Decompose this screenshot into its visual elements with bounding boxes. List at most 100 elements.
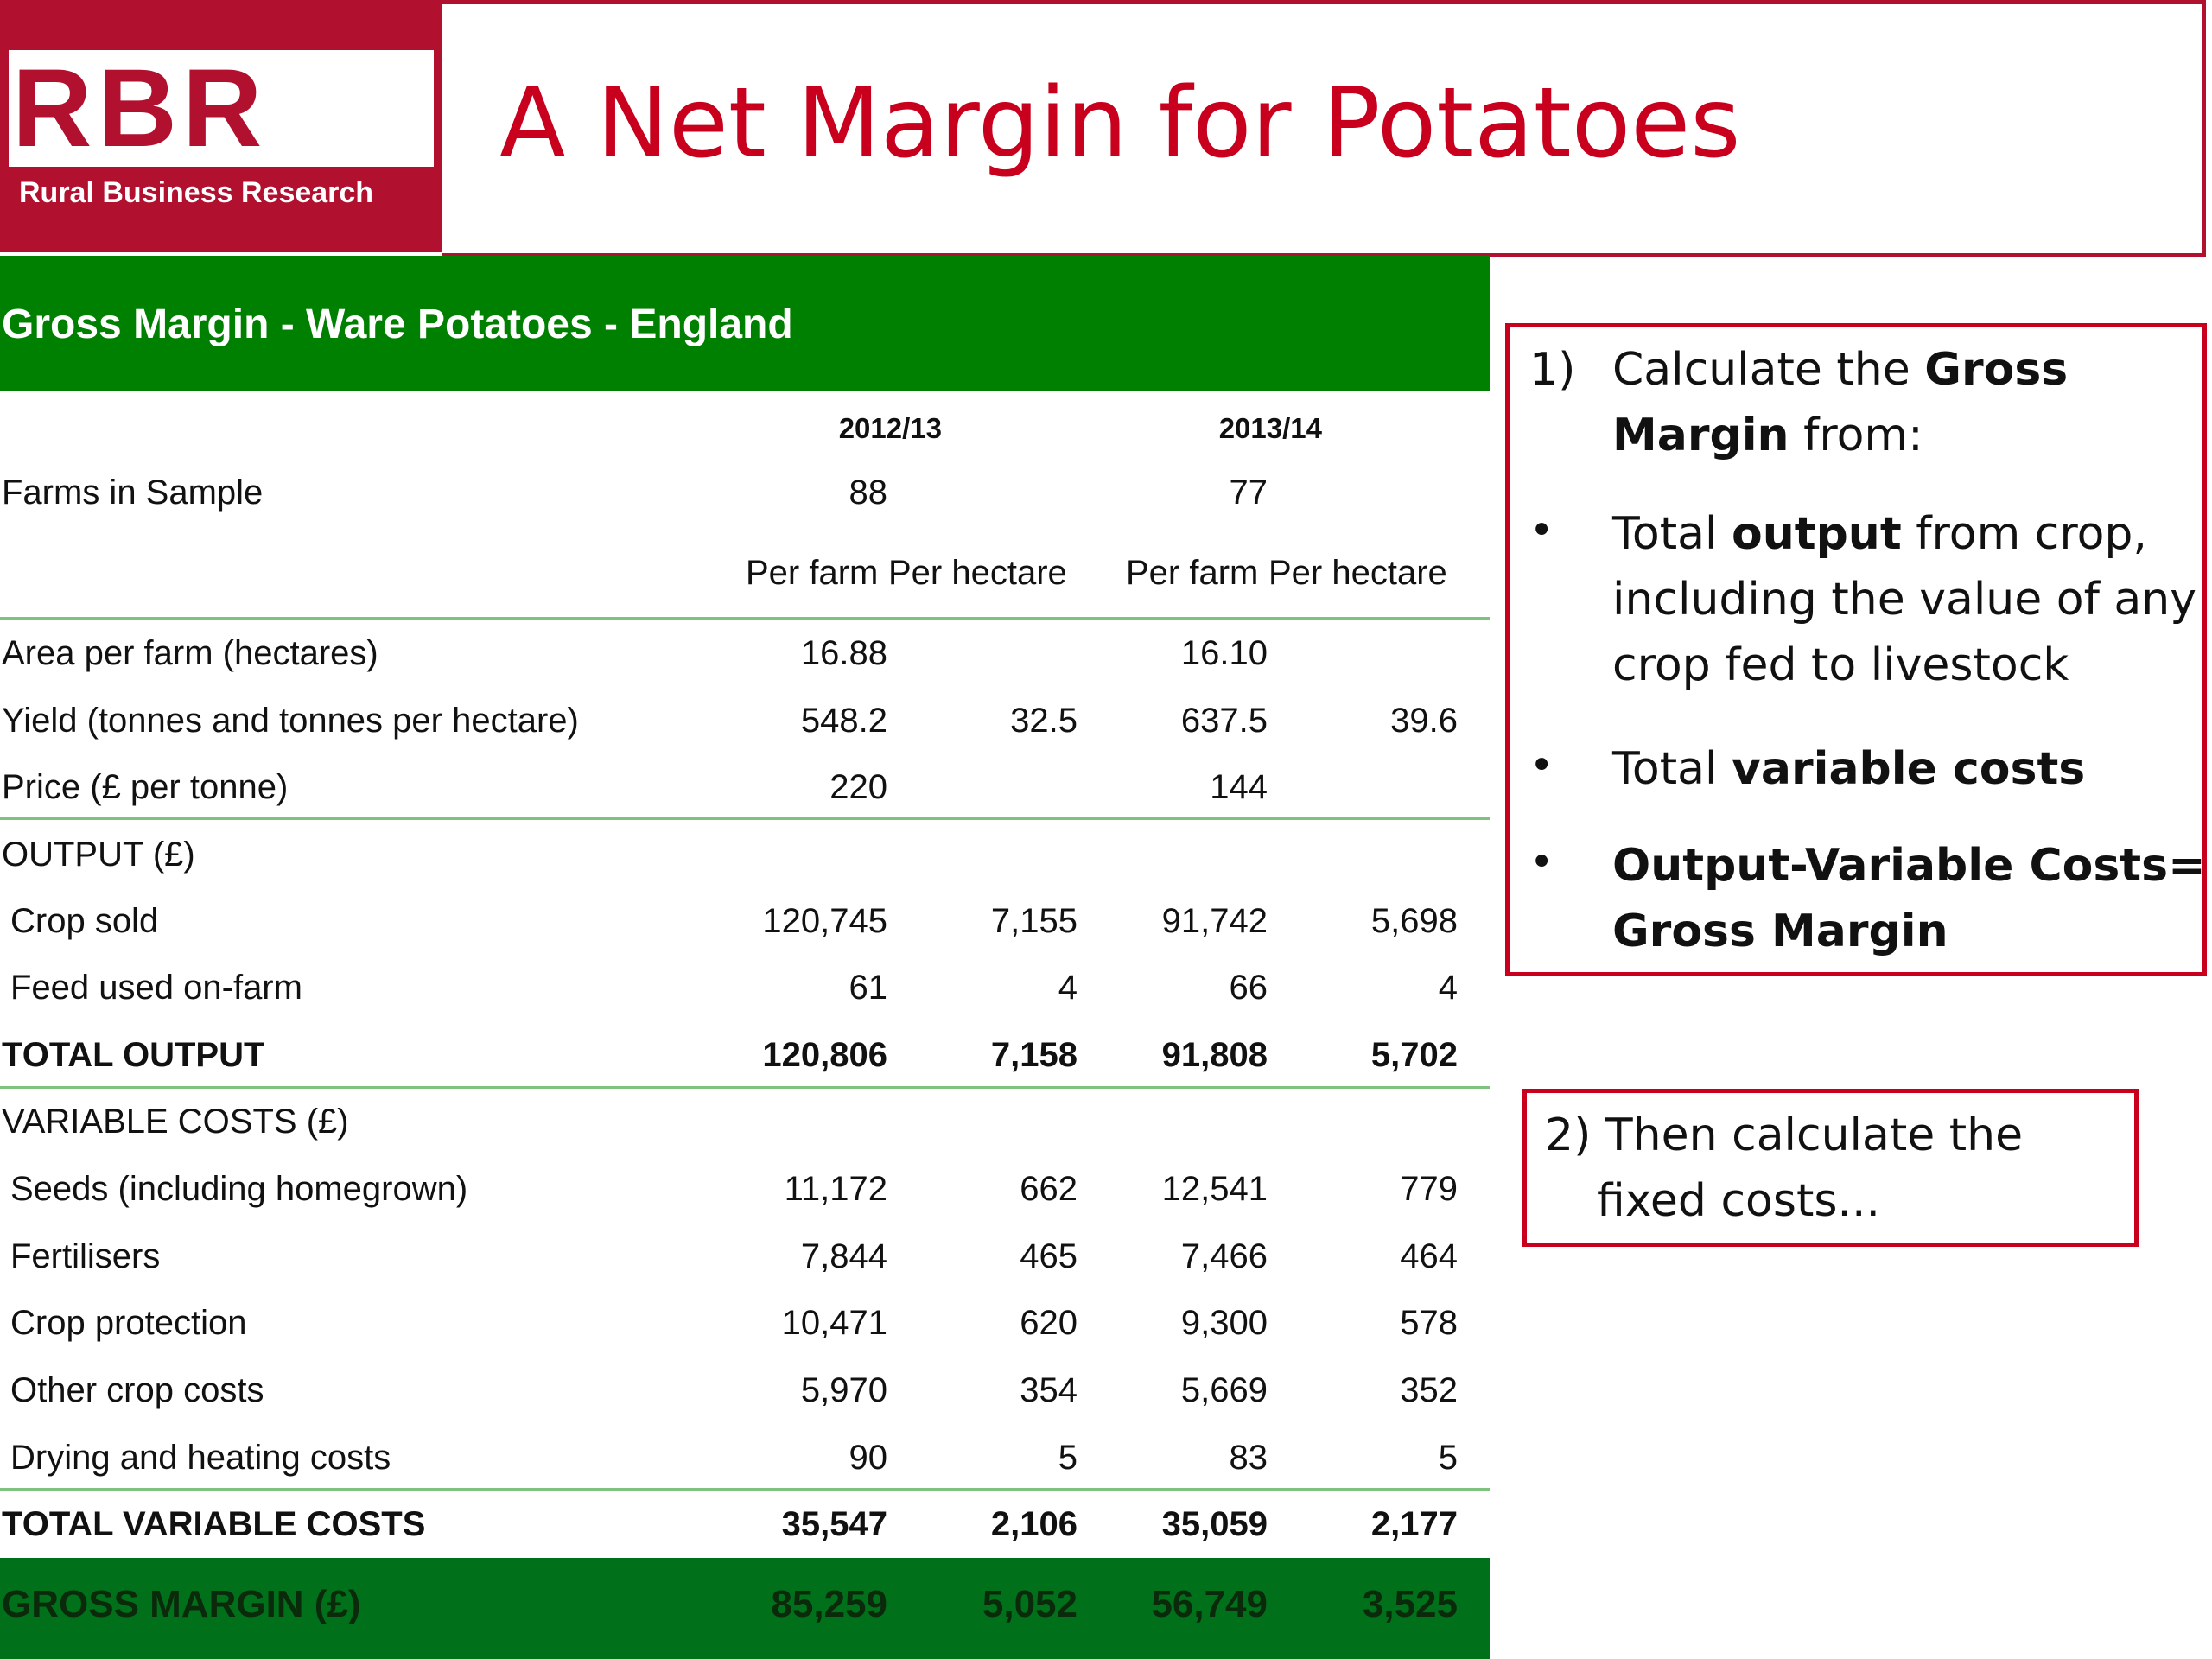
row-label-seeds: Seeds (including homegrown) [10,1170,468,1208]
cell-other-crop-4: 352 [1400,1371,1458,1409]
logo-letters: RBR [12,47,268,170]
table-title: Gross Margin - Ware Potatoes - England [2,302,793,347]
row-label-drying: Drying and heating costs [10,1439,391,1477]
title-frame [442,0,2206,257]
cell-total-vc-1: 35,547 [781,1505,887,1543]
cell-drying-2: 5 [1058,1439,1077,1477]
row-label-price: Price (£ per tonne) [2,768,289,806]
cell-fertilisers-2: 465 [1020,1237,1077,1275]
table-rule [0,1086,1490,1089]
cell-seeds-4: 779 [1400,1170,1458,1208]
note1-bullet2: Total variable costs [1612,743,2086,795]
row-label-total-output: TOTAL OUTPUT [2,1036,265,1074]
cell-total-vc-3: 35,059 [1161,1505,1268,1543]
cell-fertilisers-1: 7,844 [800,1237,887,1275]
cell-area-3: 16.10 [1180,634,1268,672]
cell-crop-protection-2: 620 [1020,1304,1077,1342]
cell-seeds-2: 662 [1020,1170,1077,1208]
cell-yield-2: 32.5 [1010,702,1077,740]
cell-other-crop-3: 5,669 [1180,1371,1268,1409]
note1-bullet1-line2: including the value of any [1612,574,2197,626]
row-label-other-crop-costs: Other crop costs [10,1371,264,1409]
cell-yield-3: 637.5 [1180,702,1268,740]
table-rule [0,817,1490,820]
row-label-gross-margin: GROSS MARGIN (£) [2,1583,361,1625]
note-box-1 [1505,323,2207,976]
cell-gross-margin-3: 56,749 [1151,1583,1268,1625]
cell-other-crop-2: 354 [1020,1371,1077,1409]
cell-total-output-2: 7,158 [990,1036,1077,1074]
cell-total-vc-2: 2,106 [990,1505,1077,1543]
cell-area-1: 16.88 [800,634,887,672]
per-farm-label-2012: Per farm [746,554,879,592]
row-label-feed: Feed used on-farm [10,969,302,1007]
cell-gross-margin-4: 3,525 [1362,1583,1458,1625]
cell-crop-sold-1: 120,745 [762,902,887,940]
cell-drying-3: 83 [1229,1439,1268,1477]
cell-feed-3: 66 [1229,969,1268,1007]
year-header-2013: 2013/14 [1218,412,1322,444]
note1-bullet1-line1: Total output from crop, [1612,508,2147,560]
cell-price-3: 144 [1210,768,1268,806]
cell-seeds-1: 11,172 [784,1170,887,1208]
note1-bullet3-line2: Gross Margin [1612,906,1948,957]
row-label-area: Area per farm (hectares) [2,634,378,672]
bullet-2: • [1529,741,1554,790]
per-hectare-label-2012: Per hectare [888,554,1067,592]
table-rule [0,1488,1490,1491]
year-header-2012: 2012/13 [838,412,942,444]
per-farm-label-2013: Per farm [1126,554,1259,592]
cell-fertilisers-3: 7,466 [1180,1237,1268,1275]
bullet-3: • [1529,838,1554,887]
cell-crop-protection-3: 9,300 [1180,1304,1268,1342]
row-label-total-variable-costs: TOTAL VARIABLE COSTS [2,1505,426,1543]
note1-bullet3-line1: Output-Variable Costs= [1612,840,2206,892]
cell-crop-protection-1: 10,471 [781,1304,887,1342]
note1-line1: Calculate the Gross [1612,344,2069,396]
cell-crop-sold-3: 91,742 [1161,902,1268,940]
cell-feed-2: 4 [1058,969,1077,1007]
logo-white-box [9,50,434,167]
cell-seeds-3: 12,541 [1161,1170,1268,1208]
bullet-1: • [1529,506,1554,555]
note-box-2 [1522,1089,2139,1247]
row-label-fertilisers: Fertilisers [10,1237,161,1275]
row-label-crop-protection: Crop protection [10,1304,247,1342]
farms-2012: 88 [849,474,888,512]
note1-bullet1-line3: crop fed to livestock [1612,639,2069,691]
cell-total-output-4: 5,702 [1370,1036,1458,1074]
note1-number: 1) [1529,344,1576,396]
farms-label: Farms in Sample [2,474,264,512]
cell-yield-1: 548.2 [800,702,887,740]
table-banner [0,256,1490,391]
cell-feed-1: 61 [849,969,888,1007]
cell-drying-4: 5 [1438,1439,1458,1477]
cell-feed-4: 4 [1438,969,1458,1007]
note2-line1: 2) Then calculate the [1545,1109,2024,1161]
cell-yield-4: 39.6 [1390,702,1458,740]
section-variable-costs-header: VARIABLE COSTS (£) [2,1103,349,1141]
cell-fertilisers-4: 464 [1400,1237,1458,1275]
cell-other-crop-1: 5,970 [800,1371,887,1409]
cell-total-output-3: 91,808 [1161,1036,1268,1074]
cell-crop-protection-4: 578 [1400,1304,1458,1342]
row-label-crop-sold: Crop sold [10,902,159,940]
farms-2013: 77 [1229,474,1268,512]
note2-line2: fixed costs... [1597,1175,1881,1227]
cell-price-1: 220 [830,768,887,806]
gross-margin-band [0,1558,1490,1659]
page-title: A Net Margin for Potatoes [499,67,1741,180]
cell-drying-1: 90 [849,1439,888,1477]
cell-crop-sold-2: 7,155 [990,902,1077,940]
cell-gross-margin-1: 85,259 [771,1583,887,1625]
table-rule [0,617,1490,620]
cell-crop-sold-4: 5,698 [1370,902,1458,940]
per-hectare-label-2013: Per hectare [1268,554,1447,592]
logo-subtitle: Rural Business Research [19,176,374,209]
cell-total-output-1: 120,806 [762,1036,887,1074]
cell-gross-margin-2: 5,052 [982,1583,1077,1625]
cell-total-vc-4: 2,177 [1370,1505,1458,1543]
note1-line2: Margin from: [1612,410,1923,461]
section-output-header: OUTPUT (£) [2,836,195,874]
row-label-yield: Yield (tonnes and tonnes per hectare) [2,702,579,740]
